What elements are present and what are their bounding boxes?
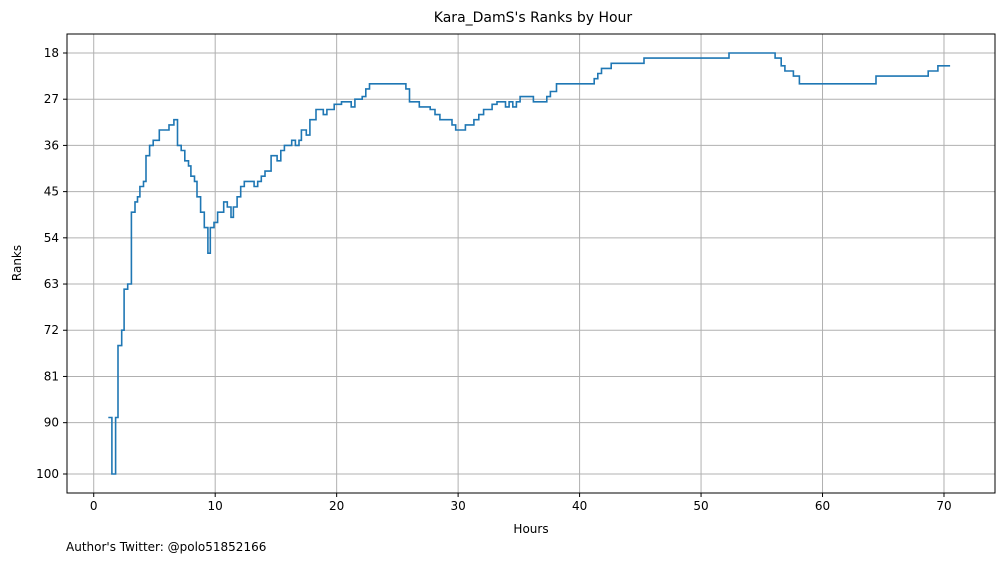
- y-tick-label: 81: [44, 369, 59, 383]
- x-tick-label: 0: [90, 499, 98, 513]
- y-tick-label: 100: [36, 467, 59, 481]
- x-tick-label: 20: [329, 499, 344, 513]
- x-tick-label: 50: [693, 499, 708, 513]
- y-tick-label: 72: [44, 323, 59, 337]
- y-axis-label: Ranks: [10, 245, 24, 281]
- y-tick-label: 90: [44, 416, 59, 430]
- y-tick-label: 18: [44, 46, 59, 60]
- x-axis-label: Hours: [513, 522, 548, 536]
- y-tick-label: 45: [44, 185, 59, 199]
- series: [108, 52, 951, 475]
- x-tick-label: 60: [815, 499, 830, 513]
- grid: [67, 34, 995, 493]
- author-twitter-footnote: Author's Twitter: @polo51852166: [66, 540, 266, 554]
- chart-title: Kara_DamS's Ranks by Hour: [434, 10, 633, 26]
- rank-step-line: [108, 52, 951, 475]
- y-tick-label: 54: [44, 231, 59, 245]
- y-tick-label: 36: [44, 138, 59, 152]
- plot-frame: [66, 33, 996, 494]
- y-tick-label: 27: [44, 92, 59, 106]
- y-tick-label: 63: [44, 277, 59, 291]
- y-axis: 18 27 36 45 54 63 72 81 90 100: [36, 46, 67, 481]
- x-tick-label: 10: [208, 499, 223, 513]
- x-tick-label: 40: [572, 499, 587, 513]
- x-tick-label: 30: [450, 499, 465, 513]
- x-tick-label: 70: [936, 499, 951, 513]
- x-axis: 0 10 20 30 40 50 60 70: [90, 493, 952, 513]
